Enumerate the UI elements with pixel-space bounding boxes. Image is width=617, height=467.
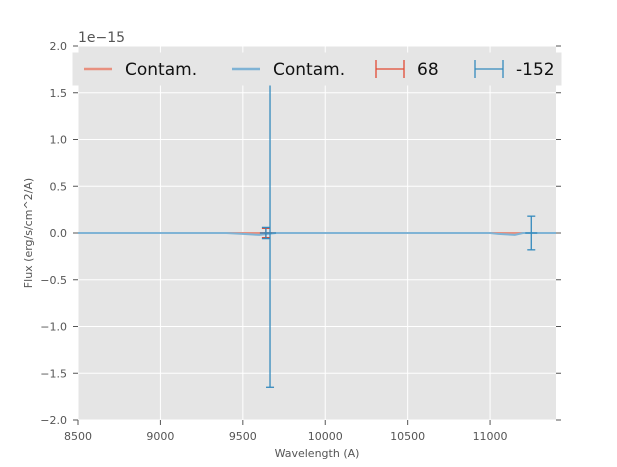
legend-label: Contam.	[273, 60, 345, 80]
y-offset-text: 1e−15	[78, 30, 125, 46]
y-axis-label: Flux (erg/s/cm^2/A)	[22, 178, 35, 288]
x-tick-label: 11000	[473, 430, 508, 443]
x-tick-label: 8500	[64, 430, 92, 443]
y-tick-label: −1.5	[40, 367, 67, 380]
legend-label: Contam.	[125, 60, 197, 80]
ticks: 8500 9000 9500 10000 10500 11000 −2.0 −1.5 −1.0 −…	[40, 40, 561, 443]
y-tick-label: −2.0	[40, 414, 67, 427]
y-tick-label: −0.5	[40, 274, 67, 287]
series-line	[78, 232, 556, 236]
y-tick-label: 1.5	[50, 87, 68, 100]
y-tick-label: 2.0	[50, 40, 68, 53]
y-tick-label: 0.5	[50, 180, 68, 193]
legend-entry: 68	[375, 60, 439, 80]
legend-entry: Contam.	[232, 60, 345, 80]
x-axis-label: Wavelength (A)	[275, 447, 360, 460]
y-tick-label: 0.0	[50, 227, 68, 240]
x-tick-label: 10500	[390, 430, 425, 443]
errorbar-point	[525, 215, 538, 251]
x-tick-label: 9000	[146, 430, 174, 443]
series-layer	[78, 78, 556, 388]
legend: Contam. Contam. 68 -152	[72, 52, 562, 86]
legend-entry: Contam.	[84, 60, 197, 80]
legend-entry: -152	[474, 60, 555, 80]
legend-label: -152	[516, 60, 555, 80]
x-tick-label: 10000	[308, 430, 343, 443]
legend-label: 68	[417, 60, 439, 80]
y-tick-label: 1.0	[50, 134, 68, 147]
x-tick-label: 9500	[229, 430, 257, 443]
y-tick-label: −1.0	[40, 321, 67, 334]
